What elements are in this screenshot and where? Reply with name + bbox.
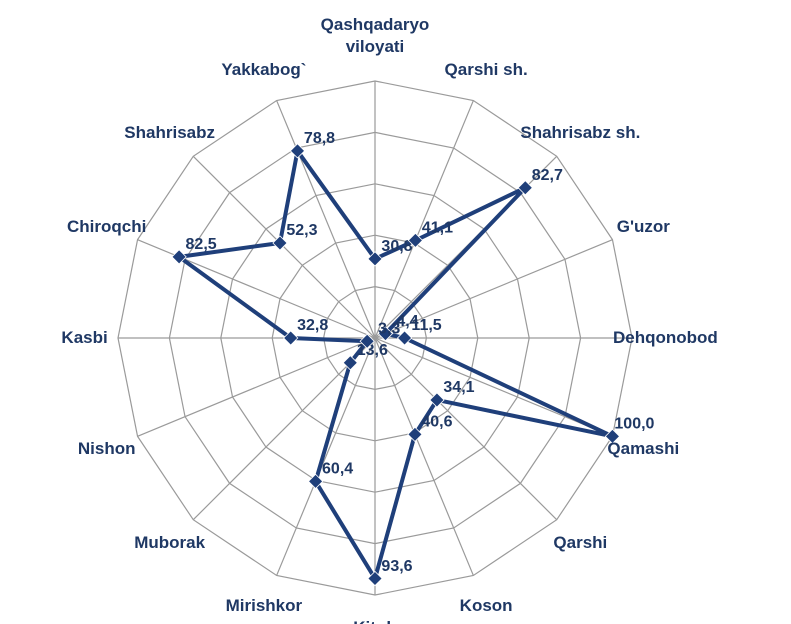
category-label: Qashqadaryo viloyati: [320, 14, 430, 56]
data-label: 3,3: [378, 320, 400, 337]
data-label: 82,5: [186, 236, 217, 253]
category-label: Qamashi: [607, 439, 680, 459]
category-label: Mirishkor: [225, 596, 303, 616]
data-point: [272, 235, 288, 251]
data-point: [367, 570, 383, 587]
category-label: Kasbi: [61, 328, 108, 347]
data-label: 32,8: [297, 317, 328, 334]
data-label: 34,1: [443, 379, 474, 396]
data-label: 52,3: [286, 222, 317, 239]
spoke: [276, 100, 376, 339]
data-point: [342, 355, 358, 371]
spoke: [374, 337, 558, 521]
category-label: Shahrisabz sh.: [520, 122, 641, 142]
spoke: [137, 239, 376, 339]
data-point: [517, 180, 533, 196]
category-label: Koson: [459, 596, 513, 616]
data-label: 13,6: [357, 342, 388, 359]
data-point: [289, 143, 306, 159]
category-label: Qarshi sh.: [444, 59, 528, 79]
category-label: Muborak: [134, 533, 206, 553]
data-label: 11,5: [411, 317, 441, 334]
data-point: [429, 392, 445, 408]
data-label: 78,8: [304, 130, 335, 147]
data-point: [377, 326, 394, 342]
spoke: [374, 100, 474, 339]
category-label: Shahrisabz: [124, 122, 215, 142]
spoke: [374, 239, 613, 339]
data-label: 30,8: [381, 238, 412, 255]
data-point: [171, 249, 187, 265]
spoke: [192, 337, 376, 521]
data-point: [396, 330, 413, 346]
category-label: Chiroqchi: [67, 216, 147, 236]
spoke: [192, 155, 376, 339]
category-label: Qarshi: [553, 533, 608, 553]
data-point: [367, 251, 383, 267]
data-point: [407, 232, 424, 249]
data-label: 4,4: [396, 313, 418, 330]
data-point: [307, 473, 324, 490]
category-label: G'uzor: [616, 216, 670, 236]
data-label: 93,6: [381, 558, 412, 575]
data-label: 41,1: [422, 220, 453, 237]
data-label: 60,4: [322, 461, 353, 478]
data-point: [407, 426, 423, 443]
data-label: 40,6: [421, 414, 452, 431]
spoke: [374, 337, 613, 437]
data-label: 82,7: [532, 167, 563, 184]
data-point: [359, 333, 375, 349]
category-label: Kitob: [353, 618, 396, 624]
spoke: [276, 337, 376, 576]
data-label: 100,0: [614, 416, 654, 433]
spoke: [374, 337, 474, 576]
data-point: [604, 428, 621, 444]
data-point: [283, 330, 299, 346]
category-label: Nishon: [77, 439, 136, 459]
series-line: [177, 148, 615, 581]
spoke: [137, 337, 376, 437]
category-label: Yakkabog`: [221, 59, 307, 79]
category-label: Dehqonobod: [613, 328, 718, 347]
